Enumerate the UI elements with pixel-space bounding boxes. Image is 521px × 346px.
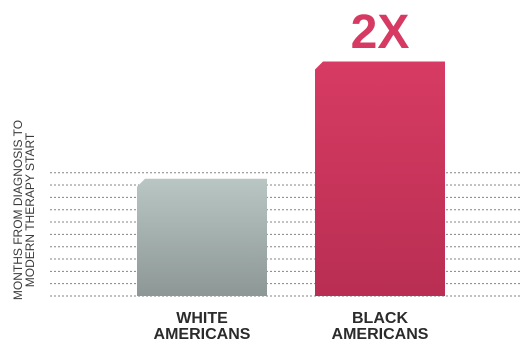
category-label: BLACK xyxy=(352,310,408,327)
bar-0 xyxy=(137,178,267,296)
category-label: WHITE xyxy=(176,310,228,327)
category-label: AMERICANS xyxy=(154,326,251,343)
gridlines xyxy=(50,172,521,297)
y-axis-title-line: MONTHS FROM DIAGNOSIS TO xyxy=(11,120,25,300)
annotation-label: 2X xyxy=(351,6,410,59)
annotations: 2X xyxy=(351,6,410,59)
y-axis-title-line: MODERN THERAPY START xyxy=(23,132,37,287)
bar-1 xyxy=(315,61,445,296)
category-label: AMERICANS xyxy=(332,326,429,343)
bars xyxy=(137,61,445,296)
